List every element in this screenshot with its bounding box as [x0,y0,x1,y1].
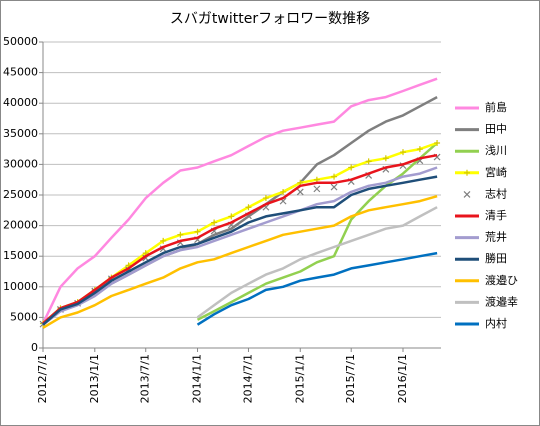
y-tick-label: 20000 [3,219,38,232]
point-marker [262,195,269,202]
legend-label: 田中 [485,123,507,136]
series-line [196,251,438,326]
point-marker [245,204,252,211]
legend-label: 荒井 [485,230,507,244]
point-marker [331,173,338,180]
y-tick-label: 50000 [3,35,38,48]
point-marker [160,237,167,244]
legend-label: 前島 [485,100,507,114]
y-tick-label: 35000 [3,127,38,140]
y-tick-label: 25000 [3,188,38,201]
y-tick-label: 0 [31,341,38,354]
legend-label: 清手 [485,208,507,222]
point-marker [211,219,218,226]
x-tick-label: 2014/1/1 [191,354,204,403]
series-line [196,206,438,319]
legend-marker [464,169,470,176]
y-tick-label: 45000 [3,66,38,79]
x-tick-label: 2013/1/1 [88,354,101,403]
point-marker [280,188,287,195]
point-marker [434,139,441,146]
series-line [42,166,438,326]
point-marker [382,155,389,162]
legend-label: 勝田 [485,251,507,265]
point-marker [400,149,407,156]
y-tick-label: 10000 [3,280,38,293]
point-marker [177,231,184,238]
legend-label: 浅川 [485,144,507,157]
x-tick-label: 2015/1/1 [293,354,306,403]
series-line [41,77,438,325]
point-marker [313,185,321,193]
y-tick-label: 40000 [3,96,38,109]
series-line [42,194,438,329]
legend-marker [463,190,471,198]
y-tick-label: 30000 [3,157,38,170]
legend-label: 内村 [485,316,507,330]
series-line [42,175,438,326]
legend-label: 志村 [485,186,507,200]
legend-label: 宮崎 [485,165,507,179]
y-tick-label: 5000 [10,310,38,323]
chart-title: スバガtwitterフォロワー数推移 [170,11,370,27]
x-tick-label: 2014/7/1 [241,354,254,403]
legend-label: 渡邉幸 [485,294,518,308]
x-tick-label: 2013/7/1 [139,354,152,403]
x-tick-label: 2016/1/1 [396,354,409,403]
x-tick-label: 2012/7/1 [36,354,49,403]
point-marker [228,213,235,220]
point-marker [416,146,423,153]
point-marker [194,228,201,235]
point-marker [365,158,372,165]
point-marker [330,183,338,191]
y-tick-label: 15000 [3,249,38,262]
x-tick-label: 2015/7/1 [344,354,357,403]
legend-label: 渡邉ひ [485,273,518,287]
point-marker [296,188,304,196]
series-line [42,153,438,325]
point-marker [348,164,355,171]
